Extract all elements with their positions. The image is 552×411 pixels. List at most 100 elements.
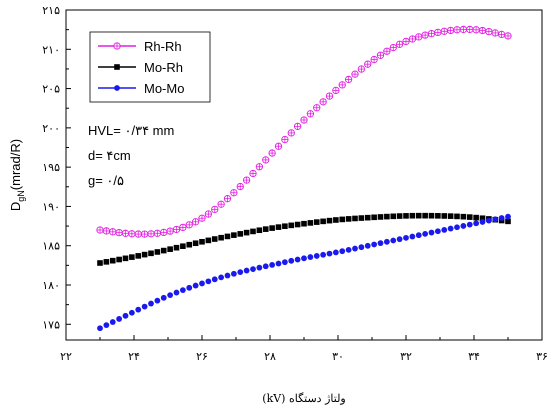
- data-point: [153, 229, 162, 237]
- data-point: [313, 253, 320, 259]
- data-point: [242, 176, 251, 184]
- data-point: [186, 284, 193, 291]
- data-point: [371, 241, 378, 248]
- data-point: [218, 274, 225, 281]
- y-axis-title: DgN(mrad/R): [8, 139, 26, 211]
- data-point: [435, 213, 441, 219]
- data-point: [377, 240, 384, 247]
- y-tick-label: ۱۸۵: [42, 240, 60, 253]
- data-point: [199, 280, 205, 287]
- data-point: [473, 214, 479, 221]
- data-point: [160, 247, 167, 254]
- data-point: [294, 221, 301, 228]
- data-point: [237, 231, 244, 237]
- data-point: [466, 214, 473, 220]
- data-point: [135, 306, 142, 313]
- data-point: [485, 27, 493, 36]
- data-point: [492, 216, 499, 223]
- data-point: [173, 244, 180, 251]
- data-point: [243, 229, 250, 236]
- data-point: [320, 251, 327, 258]
- data-point: [173, 289, 180, 296]
- data-point: [307, 254, 314, 260]
- data-point: [332, 86, 340, 95]
- data-point: [160, 228, 168, 237]
- data-point: [479, 219, 486, 225]
- data-point: [396, 213, 403, 219]
- x-tick-label: ۲۴: [128, 350, 140, 363]
- data-point: [230, 270, 237, 277]
- data-point: [396, 236, 403, 243]
- y-axis-title-main: D: [8, 202, 23, 211]
- data-point: [218, 234, 224, 241]
- data-point: [339, 216, 346, 223]
- data-point: [338, 81, 346, 89]
- annotation-grid: g= ۰/۵: [88, 173, 124, 188]
- data-point: [115, 228, 123, 237]
- x-tick-label: ۲۲: [60, 350, 72, 363]
- data-point: [141, 303, 148, 310]
- data-point: [128, 309, 135, 316]
- data-point: [205, 278, 212, 285]
- data-point: [116, 316, 123, 322]
- data-point: [135, 253, 142, 259]
- data-point: [377, 214, 384, 220]
- data-point: [352, 245, 358, 252]
- data-point: [186, 241, 193, 248]
- data-point: [288, 222, 295, 229]
- legend-entry: Mo-Mo: [98, 81, 184, 96]
- data-point: [250, 228, 256, 235]
- y-axis-title-sub: gN: [16, 190, 26, 202]
- legend-entry: Rh-Rh: [98, 39, 182, 54]
- data-point: [326, 217, 333, 224]
- data-point: [211, 236, 218, 242]
- data-point: [167, 246, 173, 252]
- y-tick-label: ۱۹۵: [42, 161, 60, 174]
- data-point: [282, 223, 288, 230]
- data-point: [281, 135, 289, 144]
- data-point: [301, 255, 307, 262]
- x-tick-label: ۳۰: [332, 350, 344, 363]
- data-point: [434, 228, 441, 235]
- data-point: [134, 230, 142, 238]
- data-point: [307, 220, 314, 226]
- data-point: [141, 251, 148, 258]
- data-point: [459, 25, 468, 34]
- data-point: [454, 213, 460, 220]
- data-point: [466, 25, 474, 34]
- data-point: [192, 240, 199, 247]
- y-tick-label: ۲۱۵: [42, 4, 60, 17]
- data-point: [498, 215, 505, 221]
- data-point: [224, 233, 231, 240]
- annotation-distance: d= ۴cm: [88, 148, 131, 163]
- data-point: [256, 264, 263, 271]
- data-point: [453, 26, 461, 34]
- data-point: [237, 269, 244, 276]
- data-point: [250, 266, 256, 272]
- data-point: [103, 322, 110, 329]
- series-layer: [96, 25, 512, 332]
- data-point: [102, 227, 111, 235]
- data-point: [121, 229, 130, 237]
- data-point: [395, 40, 404, 48]
- data-point: [447, 213, 454, 219]
- data-point: [256, 227, 263, 234]
- x-axis-title: ولتاژ دستگاه (kV): [262, 392, 345, 405]
- data-point: [128, 230, 136, 238]
- data-point: [409, 212, 416, 219]
- data-point: [281, 259, 288, 266]
- data-point: [473, 220, 480, 227]
- data-point: [172, 225, 181, 234]
- data-point: [505, 218, 511, 225]
- data-point: [389, 43, 397, 52]
- data-point: [320, 218, 326, 225]
- annotation-hvl: HVL= ۰/۳۴ mm: [88, 123, 174, 138]
- data-point: [319, 98, 327, 106]
- data-point: [485, 217, 492, 224]
- data-point: [427, 29, 436, 38]
- data-point: [357, 65, 366, 73]
- data-point: [140, 230, 149, 238]
- data-point: [454, 224, 460, 231]
- data-point: [199, 238, 205, 245]
